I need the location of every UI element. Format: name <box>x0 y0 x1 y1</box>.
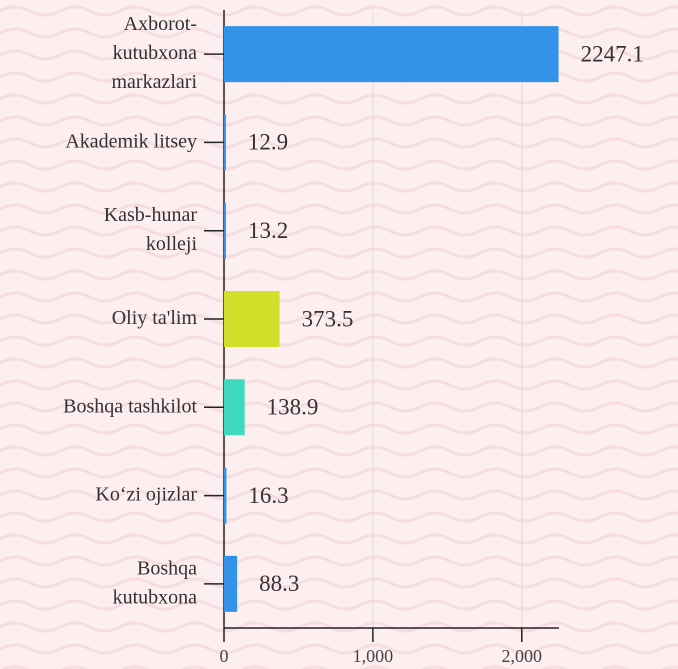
y-tick-label-line: markazlari <box>112 71 198 93</box>
y-tick-label-line: Akademik litsey <box>65 130 197 152</box>
y-tick-label: Akademik litsey <box>65 130 197 152</box>
value-label: 88.3 <box>259 571 299 596</box>
value-label: 138.9 <box>267 395 319 420</box>
y-tick-label: Axborot-kutubxona markazlari <box>112 13 198 93</box>
value-label: 373.5 <box>302 306 354 331</box>
value-label: 13.2 <box>248 218 288 243</box>
y-tick-label-line: kutubxona <box>113 586 198 608</box>
value-label: 12.9 <box>248 130 288 155</box>
value-label: 2247.1 <box>581 41 644 66</box>
y-tick-label-line: Axborot- <box>124 13 197 35</box>
value-label: 16.3 <box>248 483 288 508</box>
y-tick-label: Kasb-hunar kolleji <box>104 204 198 255</box>
y-tick-label: Ko‘zi ojizlar <box>95 483 197 505</box>
bar <box>224 26 559 83</box>
y-tick-label: Boshqa kutubxona <box>113 557 198 608</box>
y-tick-label: Boshqa tashkilot <box>63 395 197 417</box>
y-tick-label-line: Boshqa <box>137 557 197 579</box>
y-tick-label-line: Boshqa tashkilot <box>63 395 197 417</box>
bar <box>224 291 280 347</box>
y-tick-label-line: kutubxona <box>113 42 198 64</box>
bar <box>224 202 226 259</box>
y-tick-label-line: Oliy ta'lim <box>112 307 198 329</box>
y-tick-label-line: Ko‘zi ojizlar <box>95 483 197 505</box>
bar <box>224 114 226 171</box>
bar <box>224 379 245 436</box>
plot: 0 1,000 2,000 2247.1 Axborot-kutubxona markaz… <box>63 10 644 666</box>
x-tick-label: 1,000 <box>353 646 394 666</box>
bar <box>224 555 238 612</box>
bar <box>224 467 227 524</box>
y-tick-label-line: kolleji <box>146 233 198 255</box>
y-tick-label: Oliy ta'lim <box>112 307 198 329</box>
y-tick-label-line: Kasb-hunar <box>104 204 198 226</box>
x-tick-label: 2,000 <box>502 646 543 666</box>
x-tick-label: 0 <box>220 646 229 666</box>
